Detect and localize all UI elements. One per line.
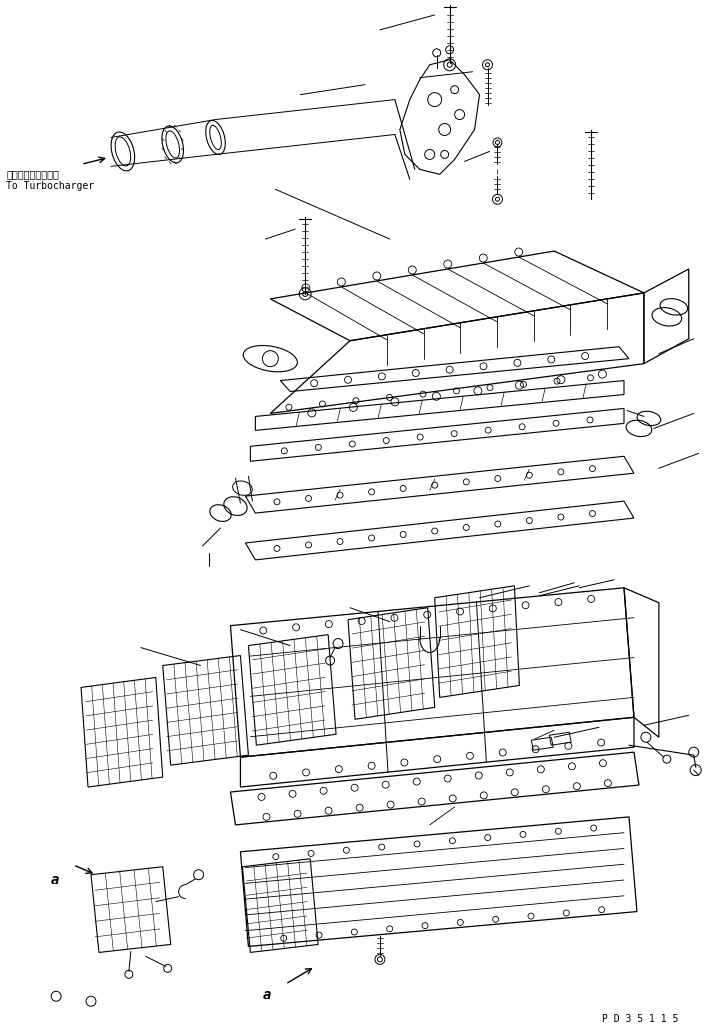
Text: ターボチャージャヘ: ターボチャージャヘ: [6, 169, 59, 180]
Text: a: a: [262, 988, 271, 1002]
Text: To Turbocharger: To Turbocharger: [6, 182, 94, 191]
Text: P D 3 5 1 1 5: P D 3 5 1 1 5: [602, 1014, 679, 1024]
Text: a: a: [51, 873, 59, 886]
